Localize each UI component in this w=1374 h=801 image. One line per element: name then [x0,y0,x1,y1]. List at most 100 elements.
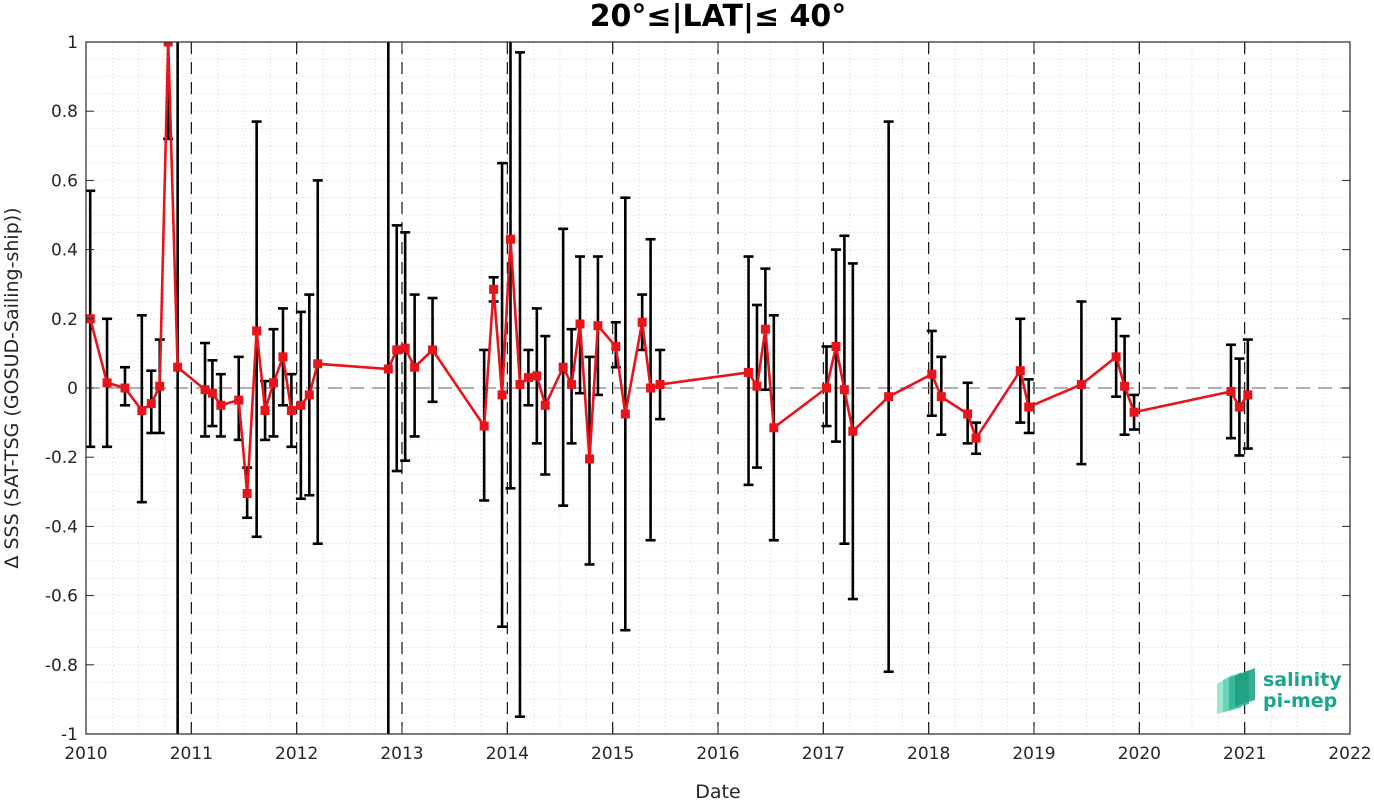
data-point-marker [523,373,533,383]
data-point-marker [1120,381,1130,391]
data-point-marker [927,369,937,379]
data-point-marker [428,345,438,355]
x-tick-label: 2018 [907,744,950,764]
y-tick-label: 0.4 [51,241,78,261]
data-point-marker [963,409,973,419]
data-point-marker [200,385,210,395]
data-point-marker [515,380,525,390]
data-point-marker [558,362,568,372]
data-point-marker [1015,366,1025,376]
data-point-marker [173,362,183,372]
data-point-marker [489,284,499,294]
x-tick-label: 2019 [1012,744,1055,764]
data-point-marker [540,400,550,410]
data-point-marker [821,383,831,393]
series [86,42,1253,499]
x-tick-label: 2017 [802,744,845,764]
data-point-marker [505,234,515,244]
data-point-marker [207,388,217,398]
data-point-marker [744,367,754,377]
data-point-marker [286,405,296,415]
y-tick-label: -0.8 [45,656,78,676]
data-point-marker [400,343,410,353]
salinity-pi-mep-logo: salinity pi-mep [1217,668,1342,714]
y-tick-label: 1 [67,33,78,53]
y-tick-label: 0.8 [51,102,78,122]
y-tick-label: 0 [67,379,78,399]
data-point-marker [567,380,577,390]
y-tick-label: -0.6 [45,587,78,607]
data-point-marker [655,380,665,390]
data-point-marker [971,433,981,443]
data-point-marker [102,378,112,388]
data-point-marker [575,319,585,329]
x-axis-title: Date [695,781,740,801]
plot-area [85,41,1351,735]
data-point-marker [1234,402,1244,412]
data-point-marker [216,400,226,410]
y-tick-label: -0.2 [45,448,78,468]
error-bars [86,42,1253,734]
x-tick-label: 2022 [1328,744,1371,764]
data-point-marker [1111,352,1121,362]
data-point-marker [392,345,402,355]
y-tick-label: 0.6 [51,171,78,191]
data-point-marker [268,378,278,388]
logo-text-line2: pi-mep [1263,690,1337,712]
y-tick-label: -0.4 [45,517,78,537]
data-point-marker [532,371,542,381]
data-point-marker [497,390,507,400]
data-point-marker [884,392,894,402]
data-point-marker [242,489,252,499]
data-point-marker [278,352,288,362]
x-tick-label: 2021 [1223,744,1266,764]
data-point-marker [1076,380,1086,390]
data-point-marker [646,383,656,393]
data-point-marker [146,399,156,409]
y-tick-label: -1 [61,725,78,745]
data-point-marker [1129,407,1139,417]
data-point-marker [769,423,779,433]
data-point-marker [637,317,647,327]
x-tick-label: 2013 [380,744,423,764]
y-axis-title: Δ SSS (SAT-TSG (GOSUD-Sailing-ship)) [1,207,23,568]
data-point-marker [752,381,762,391]
axes: 2010 2011 2012 2013 2014 2015 2016 2017 2018 2019… [45,33,1372,764]
x-tick-label: 2016 [696,744,739,764]
x-tick-label: 2020 [1118,744,1161,764]
data-point-marker [383,364,393,374]
data-point-marker [410,362,420,372]
x-tick-label: 2011 [170,744,213,764]
wave-logo-icon [1217,668,1255,714]
data-point-marker [848,426,858,436]
data-point-marker [1024,402,1034,412]
error-bar [505,42,516,490]
x-tick-label: 2010 [64,744,107,764]
data-point-marker [155,381,165,391]
data-point-marker [1243,390,1253,400]
data-point-marker [760,324,770,334]
data-point-marker [620,409,630,419]
data-point-marker [296,400,306,410]
error-bar [387,42,390,734]
data-point-marker [584,454,594,464]
data-point-marker [1226,386,1236,396]
y-tick-label: 0.2 [51,310,78,330]
chart-title: 20°≤|LAT|≤ 40° [590,0,847,34]
error-bar [176,42,179,734]
data-point-marker [593,321,603,331]
data-point-marker [611,341,621,351]
data-point-marker [313,359,323,369]
data-point-marker [936,392,946,402]
data-point-marker [831,341,841,351]
data-point-marker [260,405,270,415]
x-tick-label: 2012 [275,744,318,764]
data-point-marker [479,421,489,431]
data-point-marker [163,42,173,47]
data-point-marker [137,405,147,415]
x-tick-label: 2015 [591,744,634,764]
data-point-marker [120,383,130,393]
data-point-marker [304,390,314,400]
logo-text-line1: salinity [1263,669,1342,691]
